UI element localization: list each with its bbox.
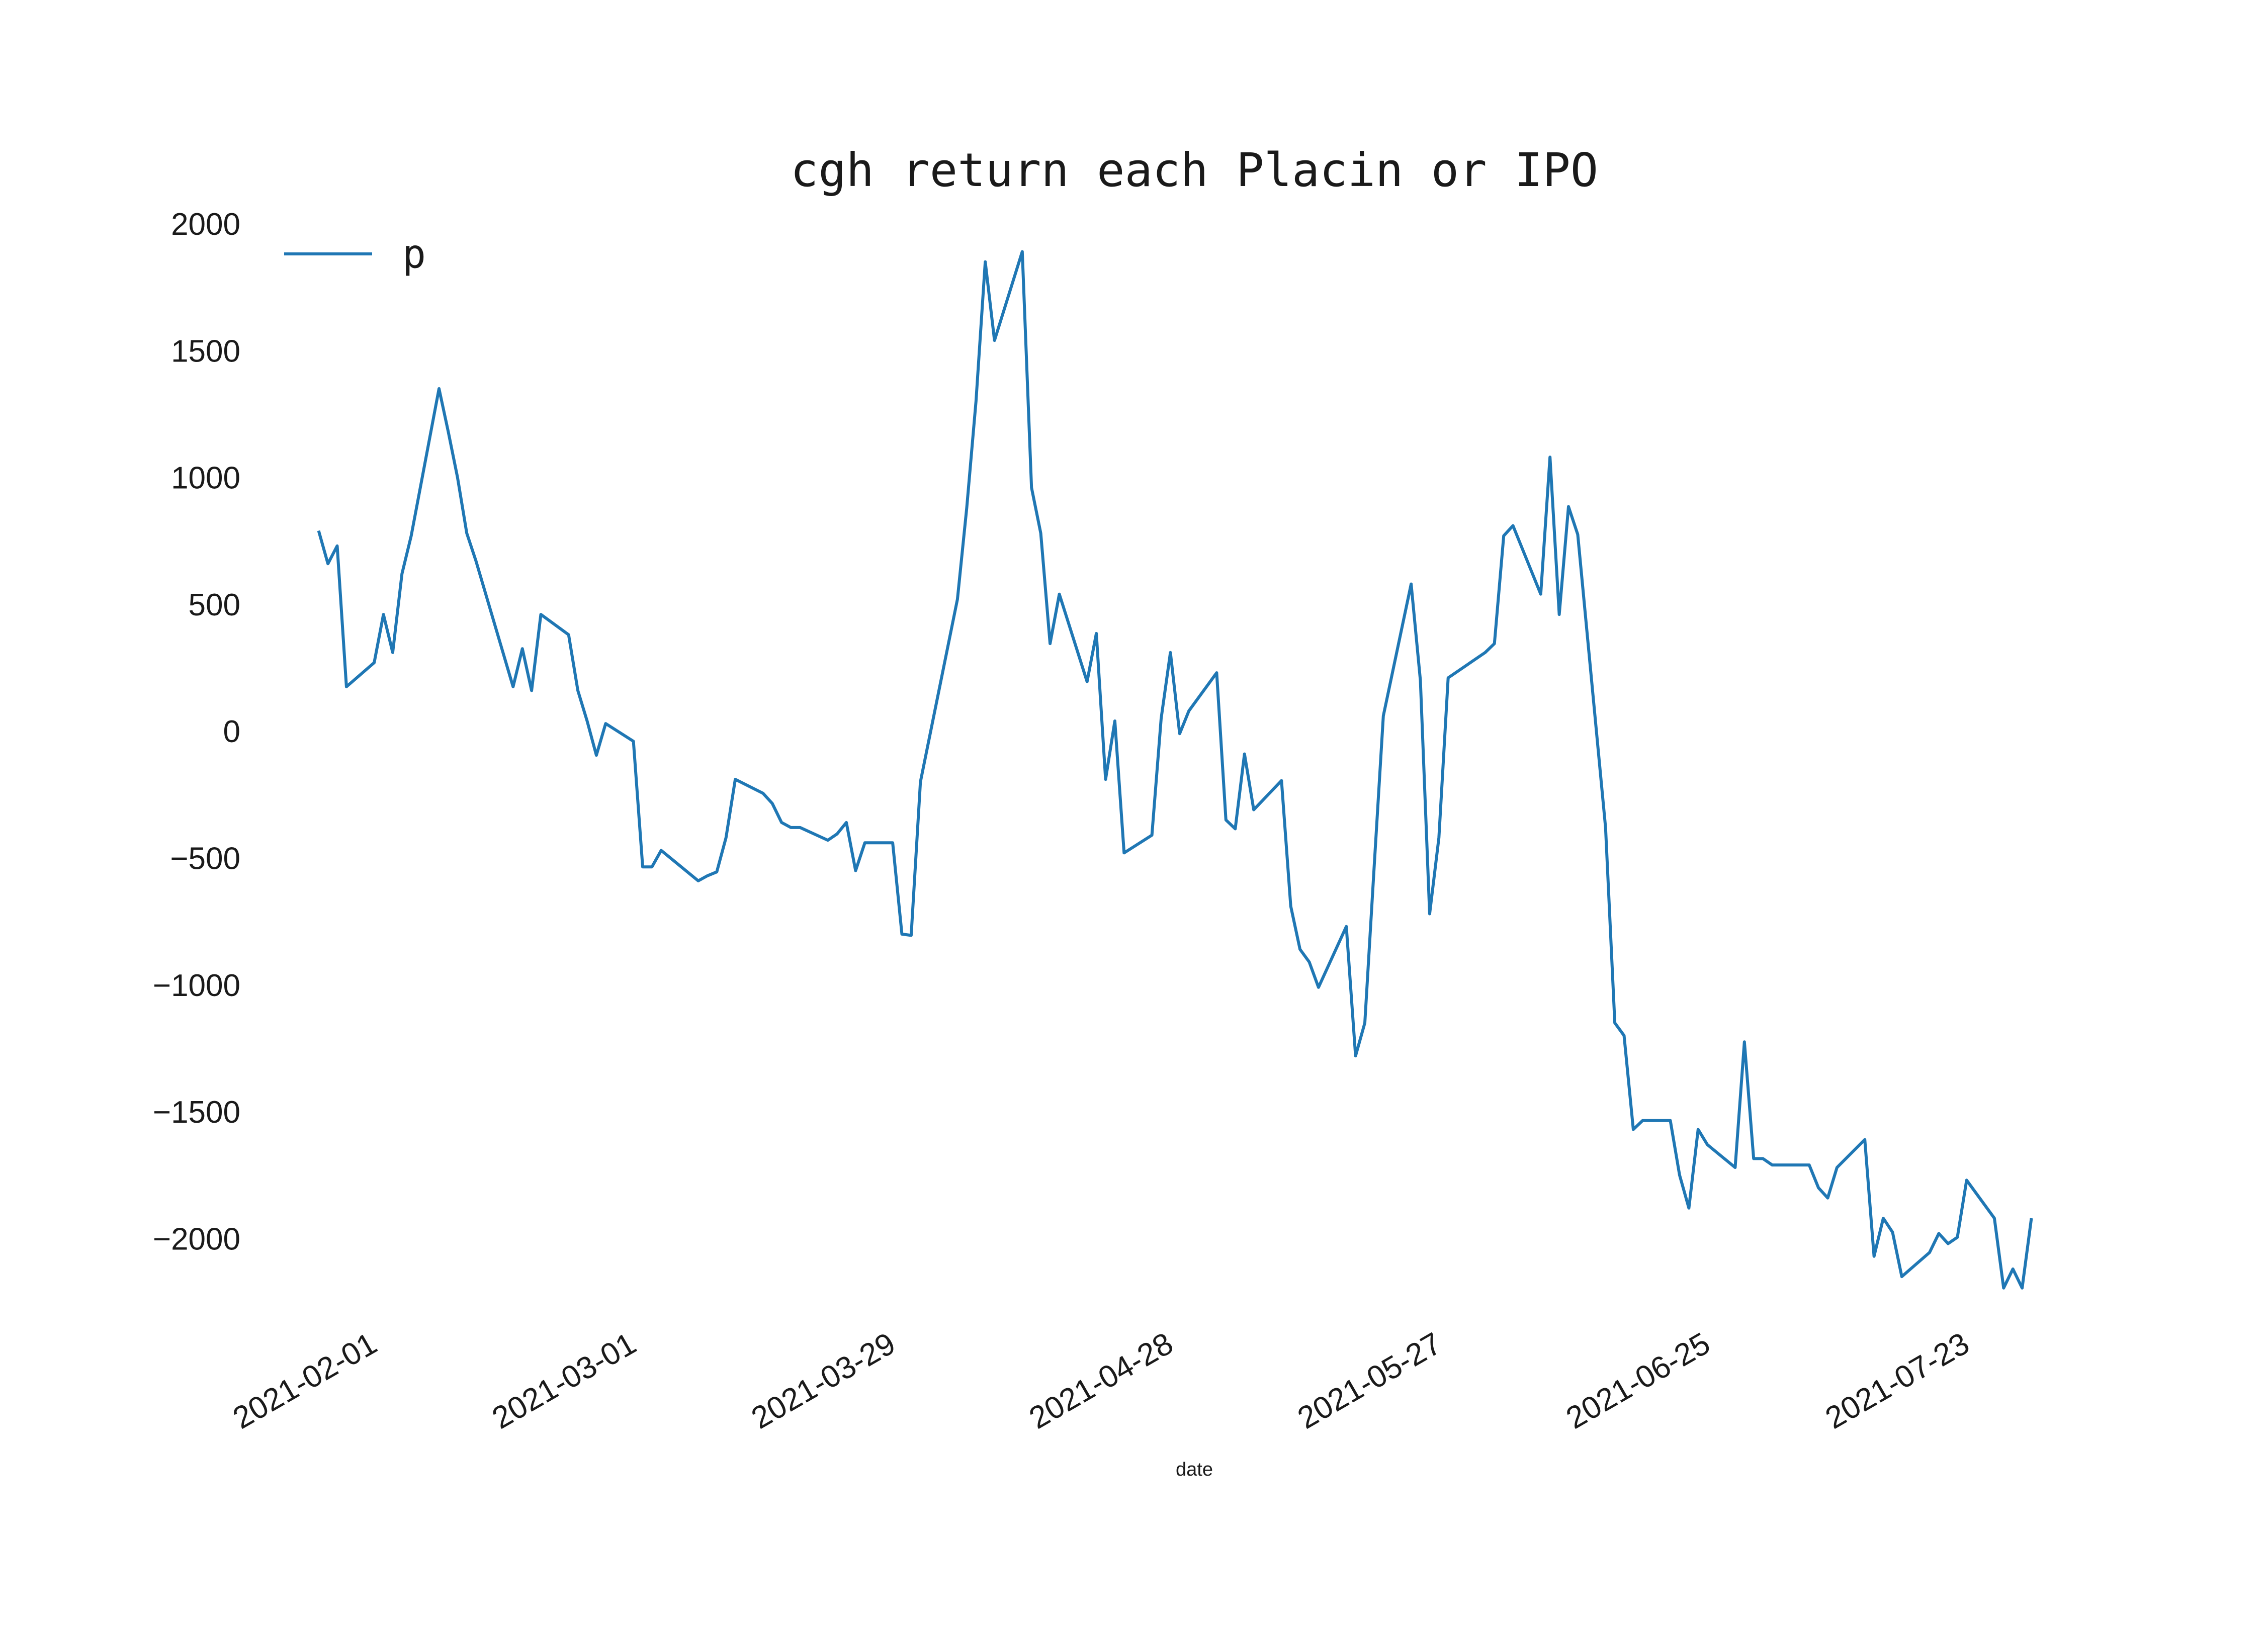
y-tick-label: 1000 [171,461,240,496]
y-tick-label: −1000 [153,968,240,1003]
y-tick-label: −500 [170,841,240,876]
y-tick-label: 2000 [171,207,240,242]
x-tick-label: 2021-05-27 [1292,1326,1447,1435]
y-tick-label: 500 [189,588,240,622]
x-tick-label: 2021-03-01 [486,1326,642,1435]
x-tick-label: 2021-06-25 [1560,1326,1716,1435]
y-tick-label: −2000 [153,1222,240,1256]
x-tick-label: 2021-03-29 [746,1326,901,1435]
x-tick-label: 2021-07-23 [1820,1326,1975,1435]
x-tick-label: 2021-04-28 [1023,1326,1179,1435]
y-tick-label: −1500 [153,1095,240,1130]
x-tick-label: 2021-02-01 [227,1326,383,1435]
y-tick-label: 1500 [171,334,240,369]
y-axis-ticks: 2000 1500 1000 500 0 −500 −1000 −1500 −2000 [153,207,240,1256]
legend-label-p: p [402,232,426,277]
plot-area [317,250,2033,1290]
x-axis-ticks: 2021-02-01 2021-03-01 2021-03-29 2021-04-28… [227,1326,1975,1435]
chart-title: cgh return each Placin or IPO [791,143,1598,197]
series-line-p [317,250,2033,1290]
legend: p [284,232,426,277]
y-tick-label: 0 [223,714,240,749]
x-axis-label: date [1176,1459,1213,1480]
